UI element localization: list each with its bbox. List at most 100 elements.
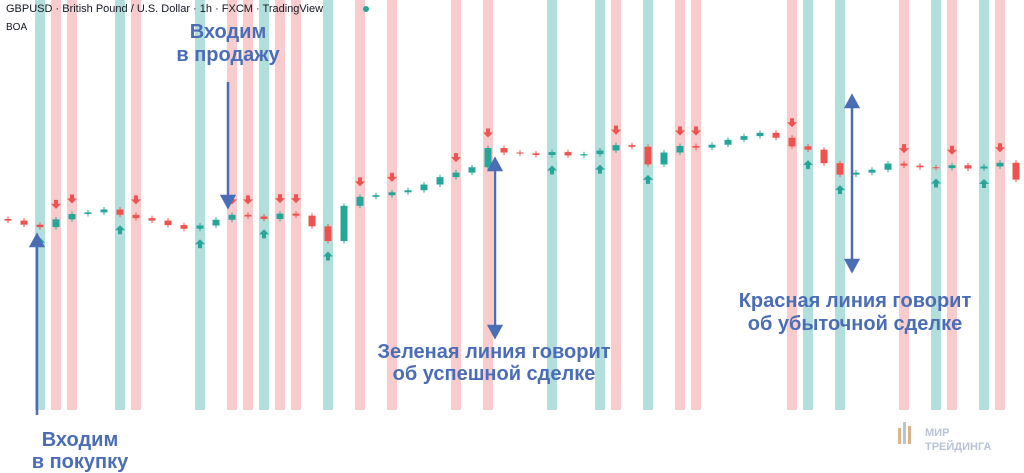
indicator-label: BOA bbox=[6, 22, 27, 33]
arrow-head bbox=[219, 194, 237, 210]
sell-stripe bbox=[67, 0, 77, 410]
candle-body bbox=[740, 136, 748, 140]
candle-body bbox=[756, 132, 764, 137]
buy-stripe bbox=[35, 0, 45, 410]
candle-body bbox=[868, 169, 876, 173]
candle-body bbox=[948, 165, 956, 169]
logo-bar bbox=[908, 426, 911, 444]
candle-body bbox=[196, 225, 204, 229]
buy-arrow bbox=[547, 165, 557, 175]
candle-body bbox=[404, 190, 412, 193]
chart-title: GBPUSD · British Pound / U.S. Dollar · 1… bbox=[6, 3, 323, 15]
annotation: об успешной сделке bbox=[393, 363, 596, 385]
candle-body bbox=[916, 165, 924, 168]
candle-body bbox=[980, 166, 988, 169]
sell-stripe bbox=[291, 0, 301, 410]
candle-body bbox=[628, 145, 636, 147]
buy-stripe bbox=[195, 0, 205, 410]
candle-body bbox=[212, 219, 220, 226]
candle-body bbox=[84, 212, 92, 215]
buy-stripe bbox=[979, 0, 989, 410]
annotation: Входим bbox=[42, 429, 119, 451]
sell-arrow bbox=[387, 172, 397, 182]
candle-body bbox=[1012, 162, 1020, 180]
candles bbox=[4, 130, 1020, 244]
logo-bar bbox=[903, 422, 906, 444]
sell-arrow bbox=[995, 143, 1005, 153]
candle-body bbox=[372, 195, 380, 197]
buy-stripe bbox=[259, 0, 269, 410]
candle-body bbox=[356, 196, 364, 206]
candle-body bbox=[308, 215, 316, 227]
signal-arrows bbox=[35, 118, 1005, 261]
sell-stripe bbox=[787, 0, 797, 410]
annotation: Зеленая линия говорит bbox=[377, 341, 610, 363]
sell-arrow bbox=[691, 126, 701, 136]
sell-arrow bbox=[611, 125, 621, 135]
sell-arrow bbox=[291, 194, 301, 204]
candle-body bbox=[244, 214, 252, 217]
sell-stripe bbox=[387, 0, 397, 410]
sell-arrow bbox=[275, 194, 285, 204]
buy-arrow bbox=[835, 185, 845, 195]
annotation: Входим bbox=[190, 21, 267, 43]
candle-body bbox=[292, 213, 300, 216]
buy-arrow bbox=[259, 229, 269, 239]
annotation-arrows bbox=[28, 82, 861, 415]
candle-body bbox=[996, 162, 1004, 167]
candle-body bbox=[804, 146, 812, 150]
sell-stripe bbox=[947, 0, 957, 410]
sell-stripe bbox=[691, 0, 701, 410]
sell-stripe bbox=[675, 0, 685, 410]
candle-body bbox=[148, 218, 156, 221]
candle-body bbox=[532, 153, 540, 155]
candle-body bbox=[68, 214, 76, 220]
candle-body bbox=[100, 209, 108, 213]
candle-body bbox=[548, 152, 556, 155]
candle-body bbox=[260, 216, 268, 219]
buy-arrow bbox=[595, 164, 605, 174]
candle-body bbox=[52, 219, 60, 228]
buy-arrow bbox=[195, 239, 205, 249]
sell-stripe bbox=[451, 0, 461, 410]
candle-body bbox=[660, 152, 668, 165]
sell-stripe bbox=[611, 0, 621, 410]
arrow-head bbox=[843, 93, 861, 109]
candle-body bbox=[468, 167, 476, 173]
candle-body bbox=[484, 148, 492, 168]
annotation: Красная линия говорит bbox=[739, 290, 972, 312]
candle-body bbox=[820, 149, 828, 164]
annotation: в покупку bbox=[32, 451, 129, 473]
candle-body bbox=[580, 154, 588, 156]
buy-stripe bbox=[803, 0, 813, 410]
buy-stripe bbox=[115, 0, 125, 410]
candle-body bbox=[596, 150, 604, 155]
candle-body bbox=[436, 177, 444, 185]
buy-stripe bbox=[931, 0, 941, 410]
buy-arrow bbox=[803, 160, 813, 170]
sell-arrow bbox=[243, 195, 253, 205]
sell-arrow bbox=[51, 199, 61, 209]
candle-body bbox=[132, 214, 140, 219]
candle-body bbox=[708, 144, 716, 148]
sell-arrow bbox=[947, 145, 957, 155]
candle-body bbox=[420, 184, 428, 191]
logo-text: МИР bbox=[925, 427, 949, 439]
candle-body bbox=[388, 192, 396, 196]
sell-arrow bbox=[787, 118, 797, 128]
buy-stripe bbox=[835, 0, 845, 410]
sell-stripe bbox=[227, 0, 237, 410]
candle-body bbox=[452, 172, 460, 178]
sell-stripe bbox=[243, 0, 253, 410]
sell-stripe bbox=[275, 0, 285, 410]
buy-stripe bbox=[595, 0, 605, 410]
buy-arrow bbox=[643, 174, 653, 184]
candle-body bbox=[692, 145, 700, 148]
candle-body bbox=[900, 163, 908, 166]
candle-body bbox=[516, 152, 524, 154]
candle-body bbox=[884, 163, 892, 170]
sell-arrow bbox=[67, 194, 77, 204]
status-dot bbox=[363, 6, 369, 12]
candle-body bbox=[500, 148, 508, 153]
